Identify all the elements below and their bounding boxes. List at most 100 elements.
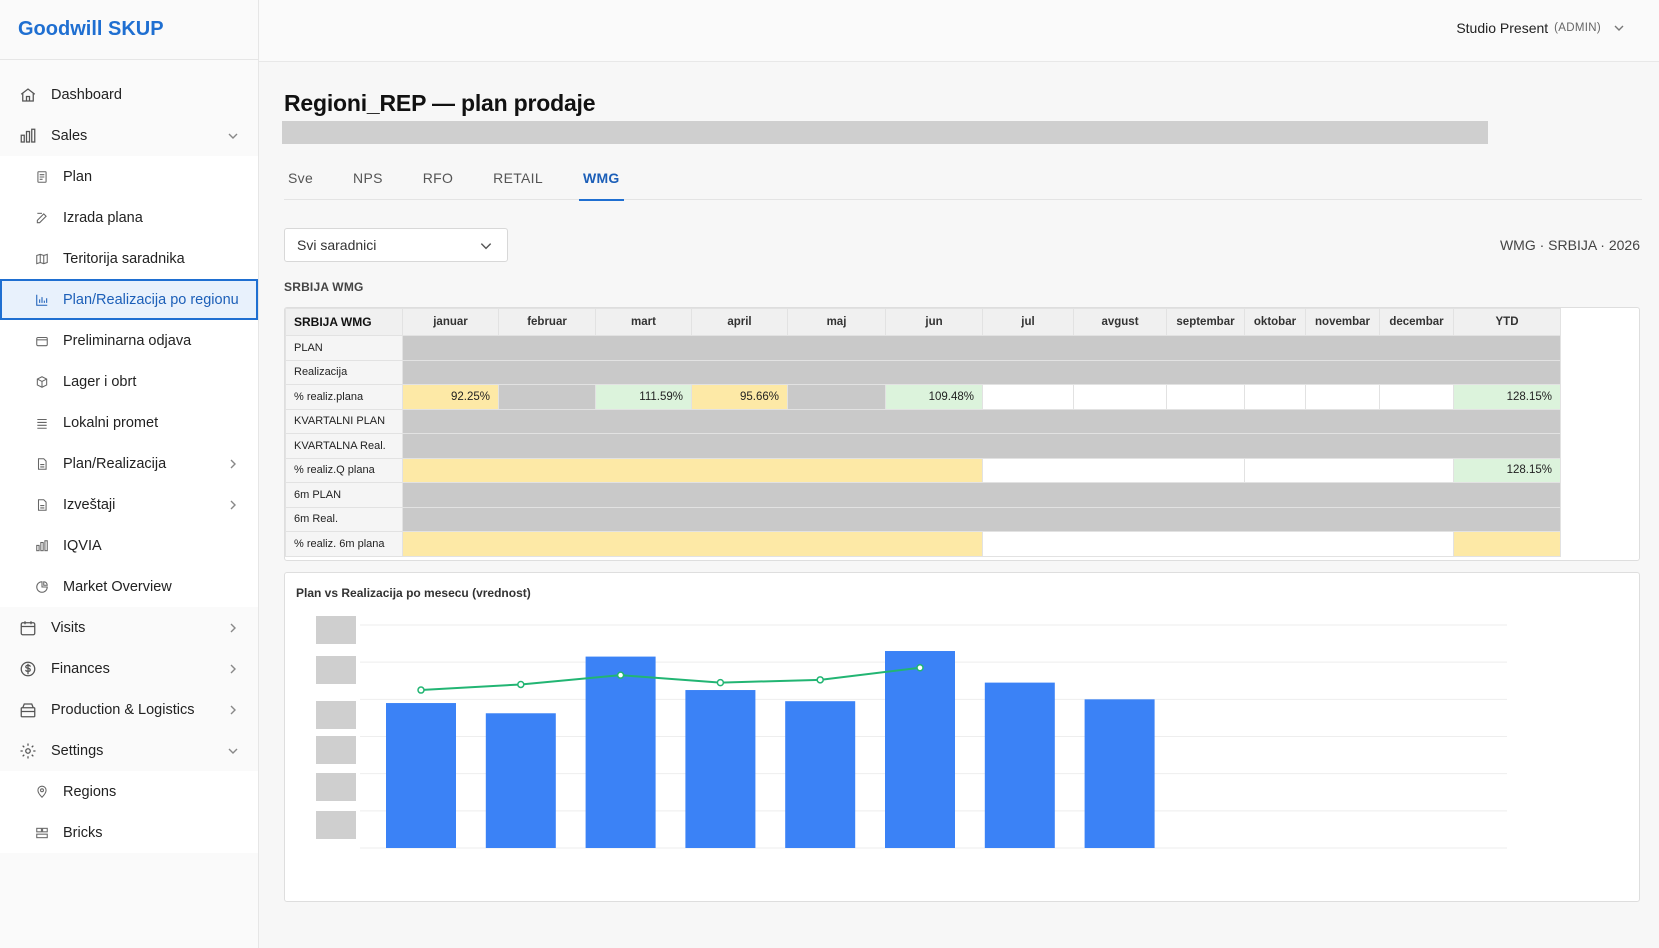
tab-wmg[interactable]: WMG	[578, 156, 624, 201]
redacted-cell	[402, 408, 1561, 434]
sidebar-item-plan-realizacija[interactable]: Plan/Realizacija	[0, 443, 258, 484]
table-cell: 111.59%	[595, 384, 692, 410]
sidebar-item-finances[interactable]: Finances	[0, 648, 258, 689]
package-icon	[18, 700, 38, 720]
folder-icon	[34, 333, 50, 349]
row-label: KVARTALNA Real.	[285, 433, 403, 459]
sidebar-item-regions[interactable]: Regions	[0, 771, 258, 812]
sidebar-item-label: Sales	[51, 127, 88, 144]
sidebar-item-visits[interactable]: Visits	[0, 607, 258, 648]
sidebar-item-label: Lokalni promet	[63, 414, 159, 431]
redacted-cell	[402, 359, 1561, 385]
sidebar-item-bricks[interactable]: Bricks	[0, 812, 258, 853]
associate-select[interactable]: Svi saradnici	[284, 228, 508, 262]
table-cell	[1305, 384, 1380, 410]
associate-select-value: Svi saradnici	[297, 237, 377, 253]
sidebar-item-izrada-plana[interactable]: Izrada plana	[0, 197, 258, 238]
sidebar-item-teritorija[interactable]: Teritorija saradnika	[0, 238, 258, 279]
row-label: 6m Real.	[285, 506, 403, 532]
file-icon	[34, 497, 50, 513]
col-header: jul	[982, 308, 1074, 336]
settings-subnav: Regions Bricks	[0, 771, 258, 853]
col-header: decembar	[1379, 308, 1454, 336]
redacted-cell	[498, 384, 596, 410]
col-header: novembar	[1305, 308, 1380, 336]
sidebar-item-settings[interactable]: Settings	[0, 730, 258, 771]
app-logo[interactable]: Goodwill SKUP	[0, 0, 258, 60]
table-row: Realizacija	[285, 359, 1561, 385]
chart-point	[716, 678, 725, 687]
sidebar-nav: Dashboard Sales Plan Izrada plana Terito…	[0, 60, 258, 853]
section-label: SRBIJA WMG	[284, 280, 364, 294]
col-header: april	[691, 308, 788, 336]
chart-point	[517, 680, 525, 689]
sidebar-item-label: Regions	[63, 783, 117, 800]
plan-vs-realizacija-chart	[316, 616, 1507, 849]
tab-retail[interactable]: RETAIL	[493, 170, 543, 186]
sidebar-item-label: Dashboard	[51, 86, 122, 103]
row-label: % realiz.plana	[285, 384, 403, 410]
table-header-row: SRBIJA WMG januar februar mart april maj…	[285, 308, 1561, 336]
sidebar-item-label: Plan/Realizacija	[63, 455, 167, 472]
table-cell	[982, 384, 1074, 410]
row-label: 6m PLAN	[285, 482, 403, 508]
col-header: maj	[787, 308, 886, 336]
sidebar-item-plan[interactable]: Plan	[0, 156, 258, 197]
context-meta: WMG · SRBIJA · 2026	[1499, 237, 1640, 253]
chart-bar	[984, 682, 1055, 848]
sidebar-item-izvestaji[interactable]: Izveštaji	[0, 484, 258, 525]
sidebar-item-label: Teritorija saradnika	[63, 250, 185, 267]
box-icon	[34, 374, 50, 390]
tab-rfo[interactable]: RFO	[422, 170, 454, 186]
redacted-cell	[787, 384, 886, 410]
sidebar-item-plan-realizacija-po-regionu[interactable]: Plan/Realizacija po regionu	[0, 279, 258, 320]
sidebar-item-production-logistics[interactable]: Production & Logistics	[0, 689, 258, 730]
sidebar-item-preliminarna-odjava[interactable]: Preliminarna odjava	[0, 320, 258, 361]
tab-sve[interactable]: Sve	[288, 170, 314, 186]
list-icon	[34, 415, 50, 431]
chart-point	[616, 671, 625, 679]
table-cell	[1379, 384, 1454, 410]
chevron-down-icon	[226, 129, 240, 143]
chart-bar	[885, 651, 955, 848]
sidebar-item-label: Izveštaji	[63, 496, 116, 513]
sidebar-item-lokalni-promet[interactable]: Lokalni promet	[0, 402, 258, 443]
tab-nps[interactable]: NPS	[353, 170, 383, 186]
col-header: jun	[885, 308, 983, 336]
chevron-right-icon	[226, 457, 240, 471]
user-role: (ADMIN)	[1554, 22, 1601, 34]
main-content: Regioni_REP — plan prodaje Sve NPS RFO R…	[259, 62, 1659, 948]
table-cell: 95.66%	[691, 384, 788, 410]
sidebar-item-label: Settings	[51, 742, 104, 759]
row-label: % realiz. 6m plana	[285, 531, 403, 557]
sidebar-item-lager-i-obrt[interactable]: Lager i obrt	[0, 361, 258, 402]
table-cell	[982, 531, 1454, 557]
sidebar-item-label: Production & Logistics	[51, 701, 195, 718]
sidebar-item-label: IQVIA	[63, 537, 102, 554]
sidebar-item-sales[interactable]: Sales	[0, 115, 258, 156]
chart-bar	[585, 656, 656, 848]
file-icon	[34, 456, 50, 472]
table-cell	[1166, 384, 1245, 410]
user-menu[interactable]: Studio Present (ADMIN)	[1456, 20, 1625, 36]
table-row: 6m PLAN	[285, 482, 1561, 508]
redacted-cell	[402, 433, 1561, 459]
tabs: Sve NPS RFO RETAIL WMG	[284, 156, 1642, 201]
table-cell: 92.25%	[402, 384, 499, 410]
sidebar-item-iqvia[interactable]: IQVIA	[0, 525, 258, 566]
page-title: Regioni_REP — plan prodaje	[284, 90, 596, 116]
redacted-cell	[402, 482, 1561, 508]
edit-icon	[34, 210, 50, 226]
sidebar-item-dashboard[interactable]: Dashboard	[0, 74, 258, 115]
table-row: % realiz.Q plana 128.15%	[285, 457, 1561, 483]
table-row: PLAN	[285, 335, 1561, 361]
plan-table: SRBIJA WMG januar februar mart april maj…	[285, 308, 1561, 557]
sidebar-item-market-overview[interactable]: Market Overview	[0, 566, 258, 607]
chart-title: Plan vs Realizacija po mesecu (vrednost)	[296, 586, 531, 600]
table-row: % realiz.plana 92.25% 111.59% 95.66% 109…	[285, 384, 1561, 410]
table-row: KVARTALNA Real.	[285, 433, 1561, 459]
col-header: februar	[498, 308, 596, 336]
chevron-right-icon	[226, 621, 240, 635]
table-cell-ytd	[1453, 531, 1561, 557]
table-cell	[1244, 384, 1306, 410]
